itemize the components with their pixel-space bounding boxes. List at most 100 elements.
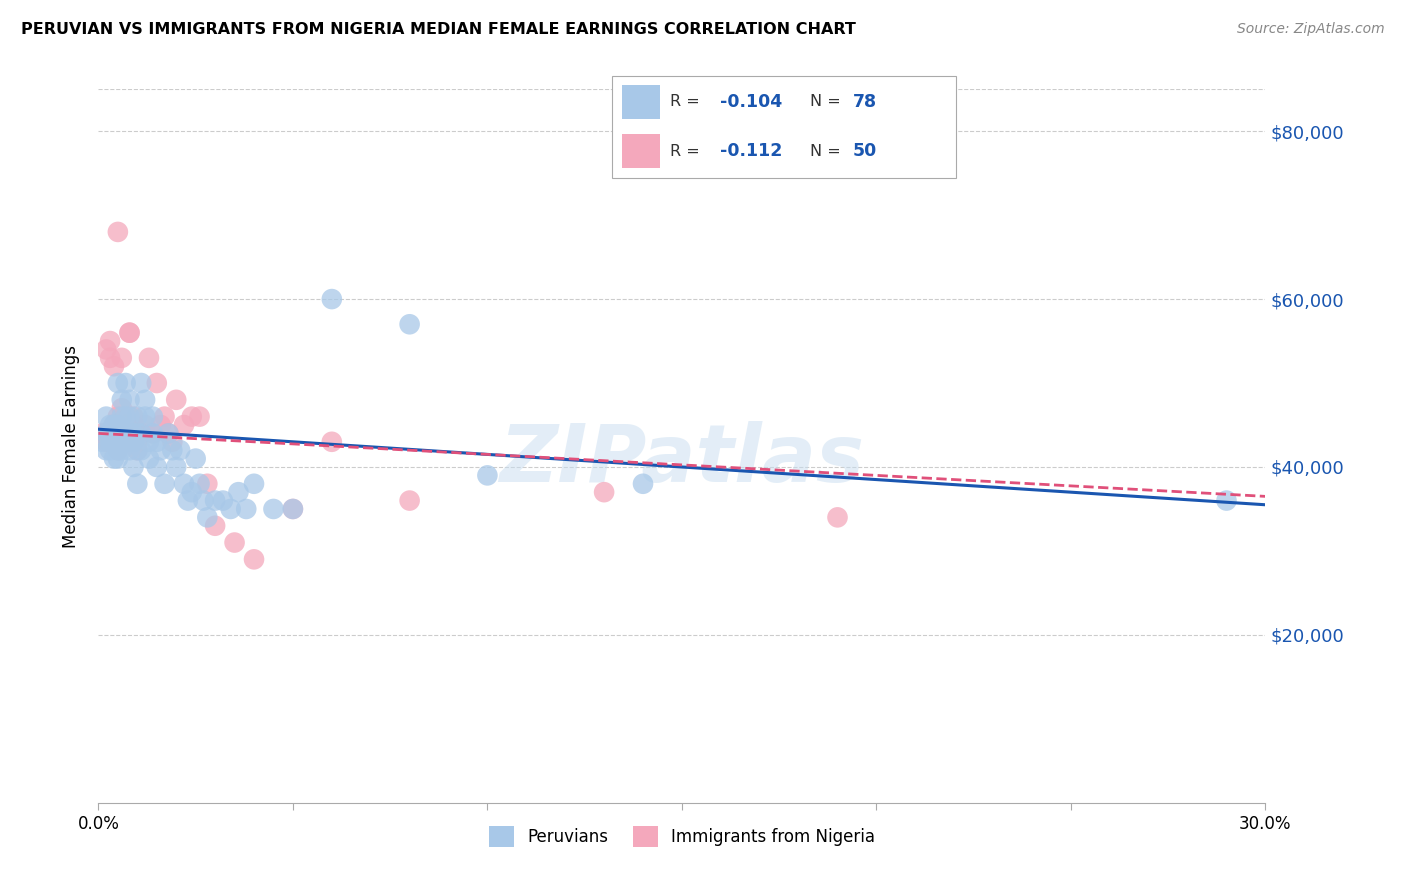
Point bbox=[107, 426, 129, 441]
Point bbox=[114, 376, 136, 390]
Point bbox=[146, 460, 169, 475]
Point bbox=[111, 426, 134, 441]
Point bbox=[127, 443, 149, 458]
Point bbox=[262, 502, 284, 516]
Point bbox=[173, 476, 195, 491]
Point bbox=[631, 476, 654, 491]
Point bbox=[111, 434, 134, 449]
Point bbox=[122, 434, 145, 449]
Point bbox=[118, 409, 141, 424]
Point bbox=[134, 392, 156, 407]
Point bbox=[593, 485, 616, 500]
Point bbox=[146, 376, 169, 390]
Point bbox=[103, 359, 125, 374]
Point bbox=[111, 401, 134, 416]
Point bbox=[188, 409, 211, 424]
Point bbox=[107, 434, 129, 449]
Point bbox=[111, 351, 134, 365]
Point bbox=[129, 443, 152, 458]
Point bbox=[114, 409, 136, 424]
Point bbox=[103, 417, 125, 432]
Point bbox=[118, 426, 141, 441]
Point bbox=[118, 326, 141, 340]
Point bbox=[98, 426, 121, 441]
Point bbox=[149, 417, 172, 432]
Point bbox=[177, 493, 200, 508]
Point bbox=[127, 409, 149, 424]
Point bbox=[96, 426, 118, 441]
Point bbox=[127, 426, 149, 441]
Point bbox=[96, 409, 118, 424]
FancyBboxPatch shape bbox=[612, 76, 956, 178]
Point bbox=[157, 426, 180, 441]
Point bbox=[98, 426, 121, 441]
Point bbox=[111, 392, 134, 407]
Point bbox=[142, 426, 165, 441]
Point bbox=[212, 493, 235, 508]
Text: 50: 50 bbox=[852, 142, 877, 161]
Point bbox=[129, 376, 152, 390]
Point bbox=[134, 417, 156, 432]
Point bbox=[114, 434, 136, 449]
Point bbox=[162, 434, 184, 449]
Point bbox=[107, 443, 129, 458]
Point bbox=[98, 351, 121, 365]
Point bbox=[111, 443, 134, 458]
Point bbox=[103, 451, 125, 466]
Legend: Peruvians, Immigrants from Nigeria: Peruvians, Immigrants from Nigeria bbox=[481, 818, 883, 855]
Y-axis label: Median Female Earnings: Median Female Earnings bbox=[62, 344, 80, 548]
Point bbox=[98, 443, 121, 458]
Point bbox=[103, 426, 125, 441]
Point bbox=[122, 409, 145, 424]
Text: PERUVIAN VS IMMIGRANTS FROM NIGERIA MEDIAN FEMALE EARNINGS CORRELATION CHART: PERUVIAN VS IMMIGRANTS FROM NIGERIA MEDI… bbox=[21, 22, 856, 37]
Point bbox=[146, 434, 169, 449]
Text: 78: 78 bbox=[852, 93, 877, 111]
FancyBboxPatch shape bbox=[621, 85, 659, 119]
Point bbox=[138, 451, 160, 466]
Text: N =: N = bbox=[810, 95, 845, 110]
Point bbox=[153, 476, 176, 491]
Point bbox=[169, 443, 191, 458]
Point bbox=[107, 434, 129, 449]
Point bbox=[243, 476, 266, 491]
Point bbox=[321, 292, 343, 306]
Point bbox=[91, 434, 114, 449]
Text: -0.104: -0.104 bbox=[720, 93, 782, 111]
Point bbox=[188, 476, 211, 491]
Point bbox=[122, 417, 145, 432]
Point bbox=[827, 510, 849, 524]
Point bbox=[118, 443, 141, 458]
Point bbox=[96, 434, 118, 449]
Point bbox=[103, 426, 125, 441]
Point bbox=[1215, 493, 1237, 508]
Point bbox=[165, 392, 187, 407]
Point bbox=[103, 417, 125, 432]
Text: ZIPatlas: ZIPatlas bbox=[499, 421, 865, 500]
Point bbox=[204, 493, 226, 508]
Point bbox=[195, 476, 218, 491]
Point bbox=[281, 502, 304, 516]
Text: R =: R = bbox=[671, 144, 704, 159]
Point bbox=[281, 502, 304, 516]
Point bbox=[114, 417, 136, 432]
Point bbox=[219, 502, 242, 516]
Point bbox=[180, 485, 202, 500]
Point bbox=[98, 434, 121, 449]
Point bbox=[96, 443, 118, 458]
Point bbox=[107, 443, 129, 458]
Point bbox=[111, 409, 134, 424]
Point bbox=[204, 518, 226, 533]
Point bbox=[107, 417, 129, 432]
Point bbox=[224, 535, 246, 549]
Point bbox=[165, 460, 187, 475]
Point bbox=[180, 409, 202, 424]
Point bbox=[103, 417, 125, 432]
Point bbox=[107, 426, 129, 441]
Point bbox=[114, 434, 136, 449]
Text: R =: R = bbox=[671, 95, 704, 110]
Text: -0.112: -0.112 bbox=[720, 142, 783, 161]
Point bbox=[195, 510, 218, 524]
Point bbox=[134, 409, 156, 424]
Point bbox=[235, 502, 257, 516]
Point bbox=[118, 326, 141, 340]
